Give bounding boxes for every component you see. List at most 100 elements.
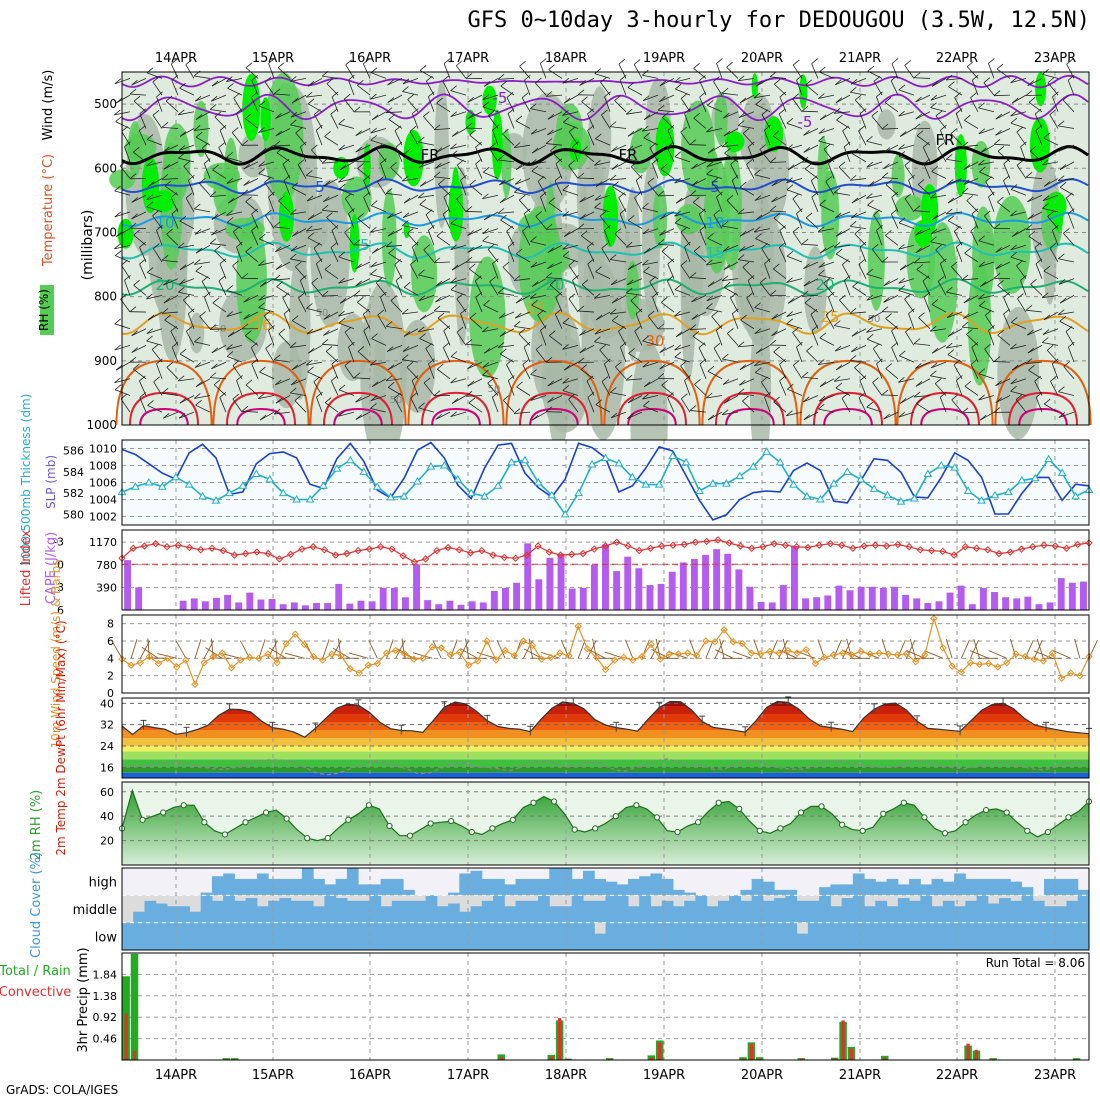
wind-speed-point — [966, 658, 975, 667]
wind-barb — [904, 165, 915, 179]
wind-barb — [801, 110, 819, 113]
wind-barb — [792, 198, 803, 213]
wind-barb — [199, 316, 211, 329]
wind-barb-flag — [227, 331, 235, 338]
cape-bar — [246, 592, 254, 610]
wind-barb — [872, 348, 883, 363]
wind-barb-flag — [403, 148, 411, 155]
wind-barb — [562, 390, 579, 396]
wind-barb-flag — [290, 253, 297, 260]
wind-barb-flag — [779, 91, 787, 98]
wind-barb-flag — [866, 161, 874, 168]
wind-barb — [835, 94, 851, 104]
wind-barb-flag — [236, 241, 243, 248]
wind-barb-flag — [338, 277, 345, 284]
wind-barb — [851, 211, 867, 219]
rh-point — [777, 825, 784, 832]
wind-barb-flag — [139, 108, 147, 115]
wind-barb — [450, 111, 467, 118]
wind-barb-flag — [258, 294, 266, 301]
wind-barb-flag — [423, 377, 431, 384]
wind-barb — [1042, 73, 1059, 79]
wind-barb — [834, 111, 851, 114]
wind-barb-flag — [581, 279, 589, 285]
wind-barb — [275, 244, 291, 253]
wind-barb — [771, 194, 787, 203]
wind-barb-flag — [226, 351, 234, 357]
wind-barb-flag — [716, 191, 723, 198]
surface-wind-barb — [274, 638, 278, 659]
cloud-cell — [706, 906, 719, 923]
wind-barb — [274, 226, 291, 230]
wind-barb-flag — [872, 377, 879, 383]
rh-region-mid — [972, 206, 995, 308]
wind-barb — [547, 244, 563, 254]
wind-barb — [659, 94, 675, 102]
wind-barb-flag — [945, 342, 953, 349]
wind-barb-flag — [905, 326, 912, 333]
wind-barb-flag — [273, 221, 281, 228]
temp-contour-label: -5 — [493, 89, 508, 107]
wind-barb — [946, 291, 963, 296]
rh-point — [694, 819, 702, 826]
wind-barb-flag — [530, 262, 538, 268]
wind-barb-flag — [465, 206, 473, 212]
lifted-index-line — [121, 539, 1090, 563]
wind-barb-flag — [390, 295, 398, 301]
wind-speed-point — [720, 626, 728, 634]
wind-barb — [344, 198, 355, 213]
lifted-index-point — [286, 550, 295, 559]
rh-point — [345, 816, 352, 823]
wind-barb — [871, 115, 883, 129]
cloud-cell — [122, 922, 134, 950]
wind-barb-flag — [643, 266, 650, 273]
wind-barb — [259, 144, 275, 154]
wind-barb-flag — [179, 82, 186, 89]
wind-barb — [835, 228, 851, 237]
cloud-cell — [684, 922, 696, 950]
wind-barb — [146, 72, 163, 79]
cloud-cell — [391, 878, 404, 896]
wind-barb-flag — [580, 230, 588, 236]
cloud-level-label: low — [95, 930, 118, 945]
lifted-index-point — [939, 547, 947, 556]
wind-barb-flag — [133, 279, 140, 286]
wind-barb — [908, 180, 915, 196]
wind-barb-flag — [689, 190, 697, 196]
lifted-index-point — [421, 555, 430, 563]
wind-barb-flag — [716, 58, 723, 64]
wind-speed-point — [647, 640, 655, 649]
wind-barb — [995, 261, 1011, 270]
wind-barb — [600, 82, 611, 96]
wind-barb — [370, 273, 387, 280]
wind-barb — [937, 281, 947, 296]
wind-barb — [152, 115, 163, 129]
wind-barb — [818, 395, 835, 402]
wind-barb — [387, 211, 403, 219]
wind-speed-point — [401, 650, 409, 658]
wind-barb-flag — [555, 308, 562, 315]
wind-barb-flag — [345, 193, 352, 199]
precip-convective-bar — [966, 1043, 970, 1060]
wind-barb-flag — [852, 281, 859, 287]
wind-barb-flag — [241, 189, 249, 196]
wind-barb — [243, 178, 259, 186]
wind-barb-flag — [418, 295, 426, 302]
thickness-point — [775, 457, 785, 466]
wind-barb — [492, 130, 499, 146]
temp-dome — [139, 407, 189, 426]
wind-speed-point — [556, 649, 564, 657]
wind-barb — [226, 311, 243, 317]
rh-point — [324, 835, 331, 842]
wind-barb-flag — [443, 58, 451, 64]
wind-barb-flag — [245, 330, 252, 336]
wind-barb — [867, 204, 883, 213]
wind-barb-flag — [876, 224, 883, 231]
wind-barb-flag — [891, 342, 898, 348]
wind-barb — [521, 97, 531, 112]
wind-barb-flag — [436, 230, 444, 237]
wind-barb — [1042, 161, 1059, 166]
wind-barb-flag — [1042, 159, 1049, 166]
wind-barb — [115, 255, 131, 263]
wind-barb — [403, 328, 419, 337]
